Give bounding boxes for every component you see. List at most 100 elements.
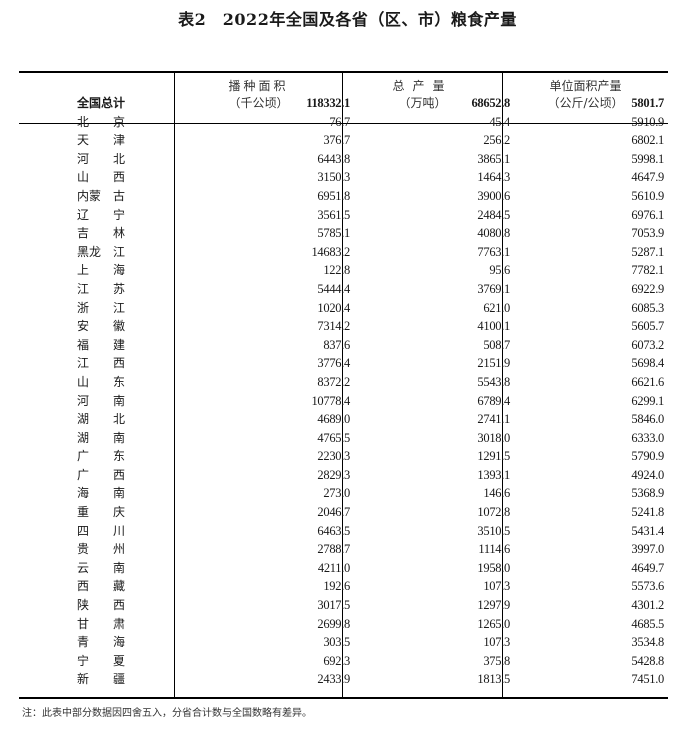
region-name-part1: 重: [77, 505, 90, 520]
table-row: 广 西 2829.3 1393.1 4924.0: [19, 466, 668, 485]
table-row: 重 庆 2046.7 1072.8 5241.8: [19, 503, 668, 522]
yield-value: 4649.7: [631, 560, 664, 575]
table-row: 北 京 76.7 45.4 5910.9: [19, 113, 668, 132]
region-name-part1: 吉: [77, 226, 90, 241]
yield-value: 5605.7: [631, 319, 664, 334]
yield-value: 7053.9: [631, 226, 664, 241]
sown-area-value: 4765.5: [317, 430, 350, 445]
yield-value: 6621.6: [631, 374, 664, 389]
sown-area-value: 3150.3: [317, 170, 350, 185]
table-row: 上 海 122.8 95.6 7782.1: [19, 261, 668, 280]
table-row: 天 津 376.7 256.2 6802.1: [19, 131, 668, 150]
sown-area-value: 1020.4: [317, 300, 350, 315]
yield-value: 6073.2: [631, 337, 664, 352]
region-name-part1: 上: [77, 263, 90, 278]
yield-value: 5431.4: [631, 523, 664, 538]
sown-area-value: 192.6: [323, 579, 350, 594]
table-row: 江 西 3776.4 2151.9 5698.4: [19, 354, 668, 373]
sown-area-value: 303.5: [323, 635, 350, 650]
sown-area-value: 2433.9: [317, 672, 350, 687]
yield-value: 3997.0: [631, 542, 664, 557]
sown-area-value: 2699.8: [317, 616, 350, 631]
table-row: 广 东 2230.3 1291.5 5790.9: [19, 447, 668, 466]
total-output-value: 1393.1: [477, 467, 510, 482]
sown-area-value: 76.7: [329, 114, 350, 129]
total-output-value: 508.7: [483, 337, 510, 352]
yield-value: 7451.0: [631, 672, 664, 687]
region-name-part1: 内蒙: [77, 188, 102, 203]
total-output-value: 3865.1: [477, 151, 510, 166]
yield-value: 5368.9: [631, 486, 664, 501]
table-row: 陕 西 3017.5 1297.9 4301.2: [19, 596, 668, 615]
column-divider: [502, 73, 503, 697]
region-name-part2: 北: [113, 412, 126, 427]
header-label: 总产量: [392, 79, 453, 93]
region-name-part2: 东: [113, 449, 126, 464]
region-name-part1: 黑龙: [77, 244, 102, 259]
sown-area-value: 3776.4: [317, 356, 350, 371]
header-unit: （公斤/公顷）: [547, 96, 624, 110]
table-row: 河 北 6443.8 3865.1 5998.1: [19, 150, 668, 169]
table-row: 甘 肃 2699.8 1265.0 4685.5: [19, 615, 668, 634]
region-name-part2: 江: [113, 244, 126, 259]
table-row: 宁 夏 692.3 375.8 5428.8: [19, 652, 668, 671]
sown-area-value: 3561.5: [317, 207, 350, 222]
yield-value: 6085.3: [631, 300, 664, 315]
total-output-value: 2151.9: [477, 356, 510, 371]
table-row: 吉 林 5785.1 4080.8 7053.9: [19, 224, 668, 243]
region-name-part1: 宁: [77, 653, 90, 668]
total-output-value: 107.3: [483, 635, 510, 650]
region-name-part1: 湖: [77, 430, 90, 445]
yield-value: 4301.2: [631, 598, 664, 613]
total-output-value: 1072.8: [477, 505, 510, 520]
region-name-part2: 徽: [113, 319, 126, 334]
region-name-part1: 安: [77, 319, 90, 334]
sown-area-value: 122.8: [323, 263, 350, 278]
region-name-part2: 海: [113, 635, 126, 650]
region-name-part2: 北: [113, 151, 126, 166]
region-name-part2: 苏: [113, 281, 126, 296]
header-unit: （万吨）: [398, 96, 447, 110]
region-name-part1: 河: [77, 393, 90, 408]
sown-area-value: 273.0: [323, 486, 350, 501]
sown-area-value: 2829.3: [317, 467, 350, 482]
region-name-part1: 湖: [77, 412, 90, 427]
region-name-part2: 西: [113, 467, 126, 482]
yield-value: 4685.5: [631, 616, 664, 631]
region-name-part2: 建: [113, 337, 126, 352]
total-output-value: 68652.8: [471, 96, 510, 110]
yield-value: 5287.1: [631, 244, 664, 259]
sown-area-value: 837.6: [323, 337, 350, 352]
region-name-part2: 南: [113, 430, 126, 445]
header-unit: （千公顷）: [228, 96, 289, 110]
region-name-part2: 南: [113, 486, 126, 501]
region-name-part1: 广: [77, 449, 90, 464]
table-row: 新 疆 2433.9 1813.5 7451.0: [19, 670, 668, 689]
header-label: 播种面积: [228, 79, 289, 93]
table-row: 安 徽 7314.2 4100.1 5605.7: [19, 317, 668, 336]
region-name-part1: 北: [77, 114, 90, 129]
total-output-value: 2484.5: [477, 207, 510, 222]
region-name-part1: 江: [77, 356, 90, 371]
header-label: 单位面积产量: [549, 79, 622, 93]
region-name-part2: 肃: [113, 616, 126, 631]
yield-value: 5910.9: [631, 114, 664, 129]
total-output-value: 256.2: [483, 133, 510, 148]
table-note: 注：此表中部分数据因四舍五入，分省合计数与全国数略有差异。: [22, 708, 312, 719]
region-name-part1: 甘: [77, 616, 90, 631]
region-name-part2: 津: [113, 133, 126, 148]
total-output-value: 146.6: [483, 486, 510, 501]
region-name-part1: 四: [77, 523, 90, 538]
yield-value: 5573.6: [631, 579, 664, 594]
table-row: 辽 宁 3561.5 2484.5 6976.1: [19, 206, 668, 225]
header-total-output: 总产量 （万吨）: [343, 74, 502, 122]
sown-area-value: 5785.1: [317, 226, 350, 241]
total-output-value: 107.3: [483, 579, 510, 594]
region-name-part1: 山: [77, 170, 90, 185]
region-name-part2: 州: [113, 542, 126, 557]
table-row: 云 南 4211.0 1958.0 4649.7: [19, 559, 668, 578]
yield-value: 3534.8: [631, 635, 664, 650]
region-name-part2: 京: [113, 114, 126, 129]
sown-area-value: 6463.5: [317, 523, 350, 538]
table-row: 海 南 273.0 146.6 5368.9: [19, 484, 668, 503]
